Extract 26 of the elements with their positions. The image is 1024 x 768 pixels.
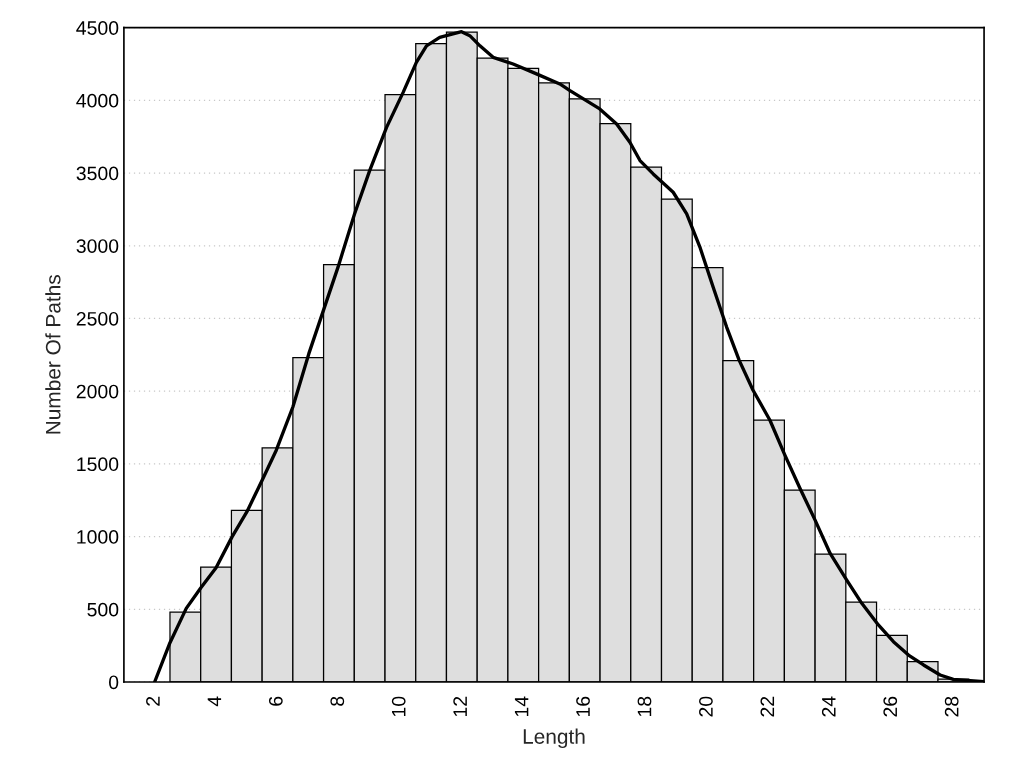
y-tick-label: 2000 bbox=[76, 384, 119, 399]
x-tick-label: 20 bbox=[699, 696, 713, 717]
x-tick-label: 12 bbox=[453, 696, 467, 717]
y-tick-label: 4500 bbox=[76, 21, 119, 35]
y-tick-label: 1000 bbox=[77, 530, 119, 544]
x-tick-label: 14 bbox=[514, 696, 529, 717]
x-axis-title: Length bbox=[523, 728, 585, 749]
x-tick-label: 6 bbox=[268, 696, 283, 706]
x-tick-label: 18 bbox=[637, 696, 652, 717]
y-tick-label: 2500 bbox=[76, 311, 119, 326]
y-tick-label: 1500 bbox=[77, 457, 119, 472]
x-tick-label: 4 bbox=[207, 696, 222, 707]
x-tick-label: 24 bbox=[821, 696, 836, 717]
x-tick-label: 8 bbox=[330, 696, 345, 706]
x-tick-label: 22 bbox=[760, 696, 775, 717]
y-tick-label: 3000 bbox=[76, 239, 119, 253]
x-tick-label: 28 bbox=[944, 696, 959, 717]
x-tick-label: 16 bbox=[576, 696, 590, 717]
y-tick-label: 3500 bbox=[76, 166, 119, 181]
x-tick-label: 10 bbox=[391, 696, 406, 717]
x-tick-label: 26 bbox=[883, 696, 898, 717]
y-axis-title: Number Of Paths bbox=[45, 275, 61, 434]
y-tick-label: 0 bbox=[108, 675, 119, 690]
y-tick-label: 4000 bbox=[76, 93, 119, 108]
x-tick-label: 2 bbox=[146, 696, 160, 706]
y-tick-label: 500 bbox=[87, 602, 119, 617]
